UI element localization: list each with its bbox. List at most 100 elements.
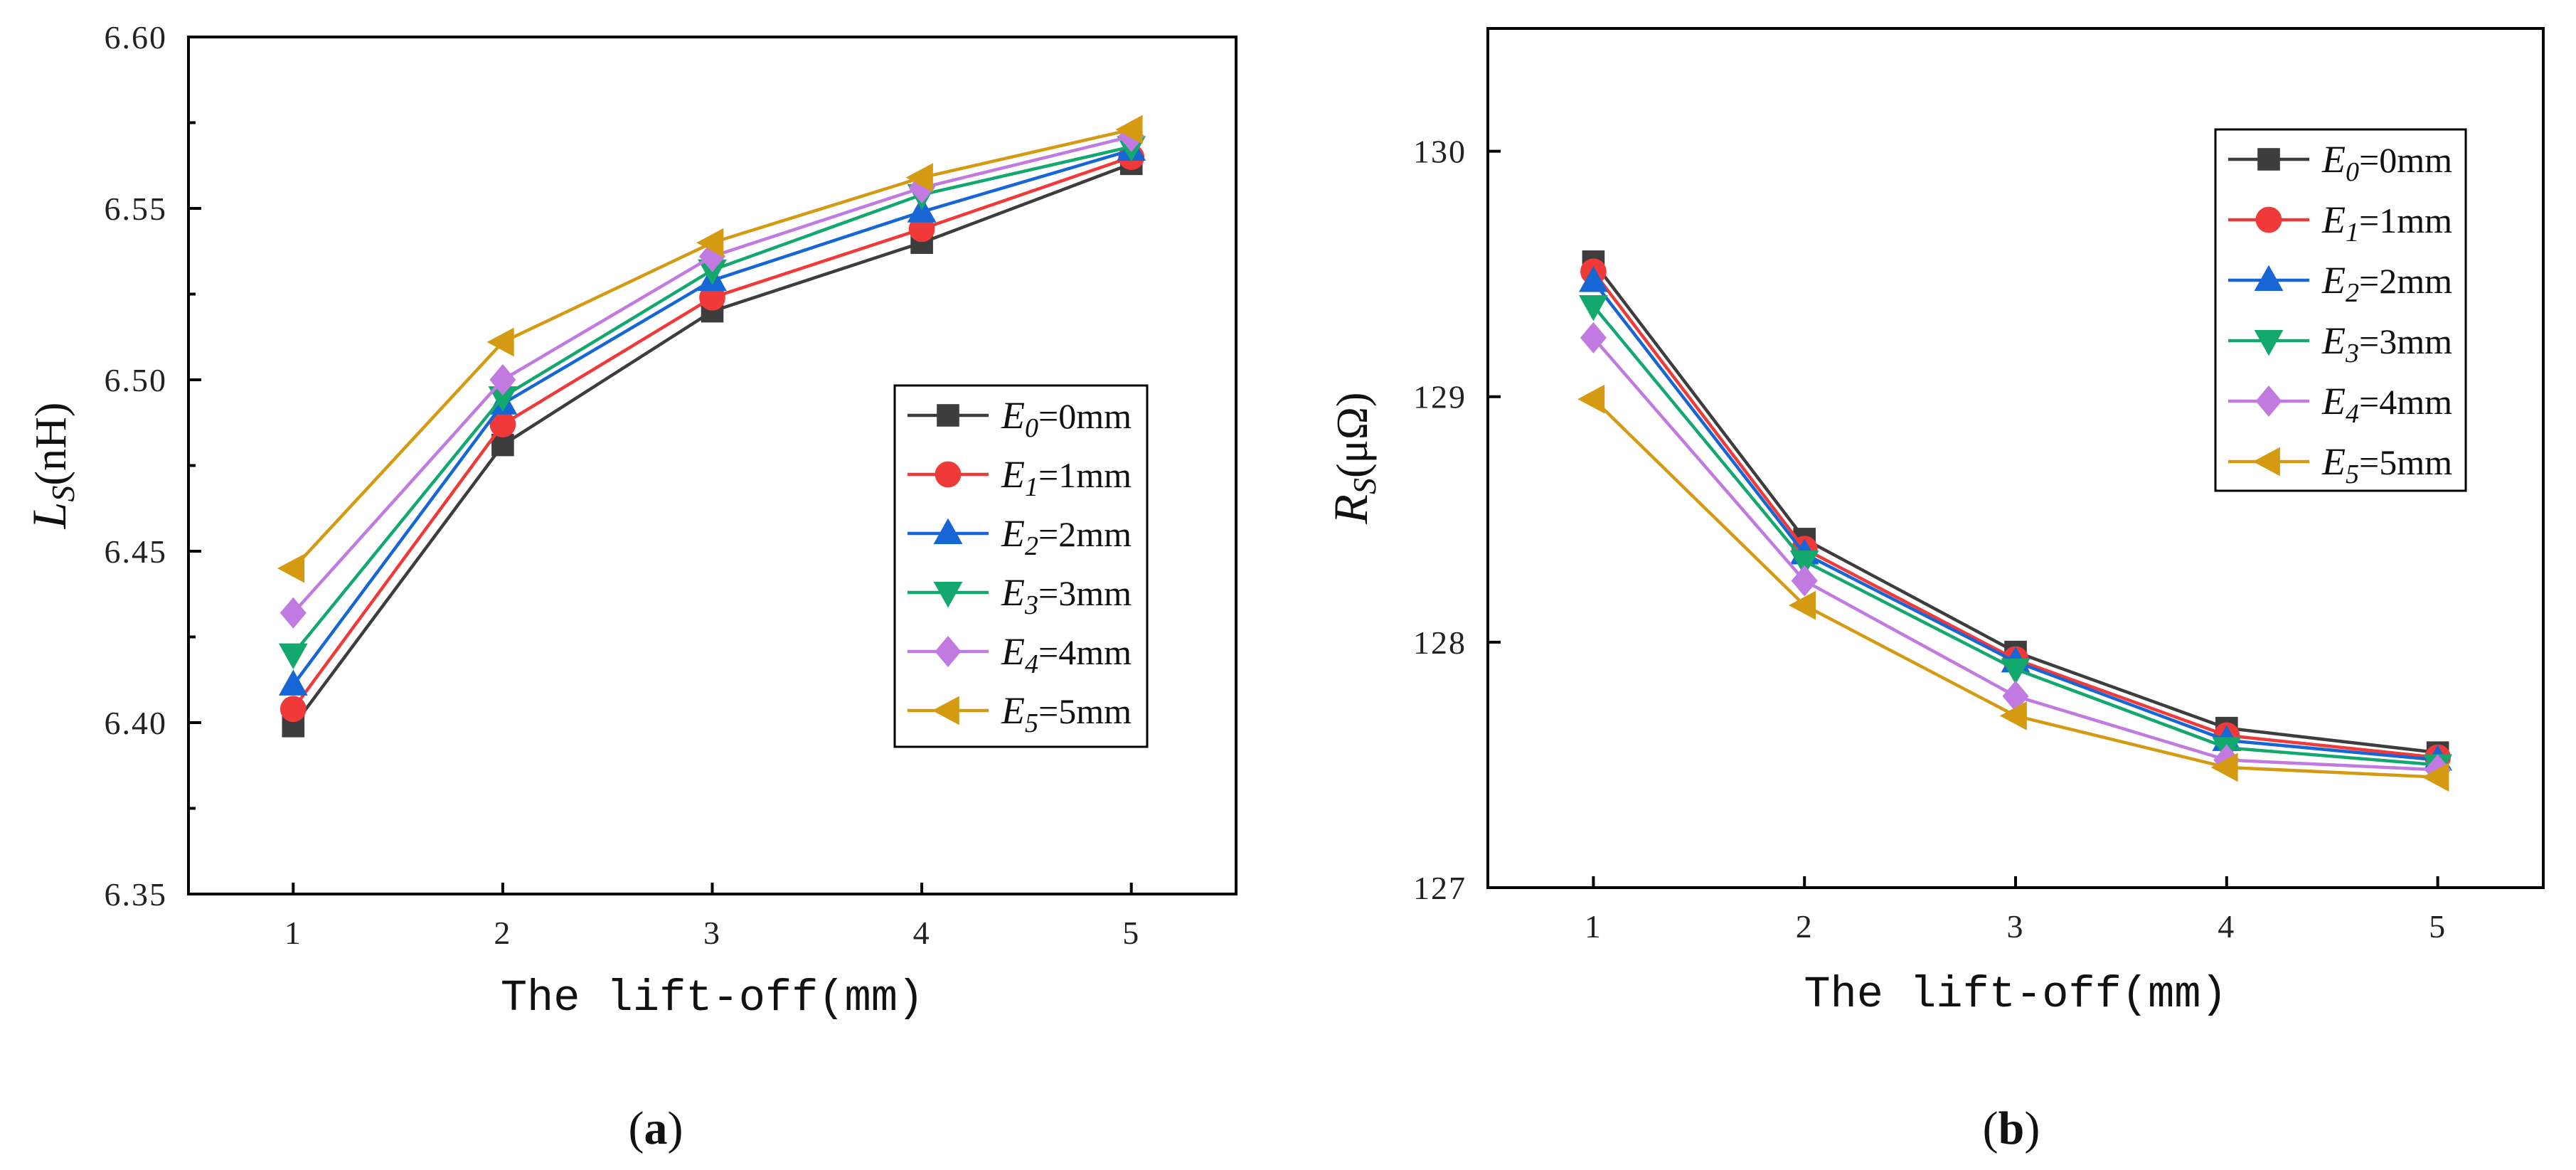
x-axis-title: The lift-off(mm) (1804, 969, 2227, 1020)
legend-item: E2=2mm (2228, 259, 2452, 308)
x-tick-label: 5 (2429, 908, 2447, 945)
data-point (1999, 701, 2027, 730)
y-tick-label: 6.60 (105, 19, 168, 55)
legend-item: E2=2mm (908, 512, 1132, 561)
x-tick-label: 5 (1122, 915, 1140, 951)
legend-marker (932, 696, 959, 725)
y-axis-title-unit: (μΩ) (1329, 392, 1377, 478)
legend-item: E5=5mm (908, 689, 1132, 738)
y-tick-label: 6.35 (105, 876, 168, 913)
y-axis-title-sub: S (45, 486, 81, 502)
y-axis-title-main: R (1324, 494, 1378, 525)
y-axis-title: RS(μΩ) (1324, 392, 1383, 524)
x-tick-label: 4 (2218, 908, 2235, 945)
x-tick-label: 2 (1796, 908, 1814, 945)
x-tick-label: 2 (494, 915, 511, 951)
legend-label: E4=4mm (1001, 630, 1132, 679)
legend-label: E4=4mm (2321, 380, 2452, 429)
data-point (1789, 551, 1819, 577)
data-point (280, 696, 307, 723)
legend-label: E5=5mm (2321, 440, 2452, 489)
legend-item: E0=0mm (908, 394, 1132, 443)
y-tick-label: 6.55 (105, 191, 168, 227)
legend-marker (933, 518, 963, 544)
legend-item: E0=0mm (2228, 138, 2452, 187)
legend-item: E3=3mm (908, 571, 1132, 620)
legend-marker (2255, 385, 2282, 418)
legend-label: E2=2mm (1001, 512, 1132, 561)
data-point (1577, 384, 1605, 414)
y-axis-title-unit: (nH) (27, 403, 75, 486)
x-axis: 1 2 3 4 5 (1585, 876, 2447, 945)
data-point (2422, 762, 2449, 792)
series-1 (280, 144, 1145, 723)
y-tick-label: 130 (1413, 134, 1467, 170)
y-tick-label: 128 (1413, 624, 1467, 661)
legend-box (893, 384, 1149, 748)
legend-item: E4=4mm (2228, 380, 2452, 429)
y-tick-label: 6.45 (105, 533, 168, 570)
legend: E0=0mm E1=1mm E2=2mm E3=3mm E4=4mm E5=5mm (893, 384, 1149, 748)
legend-item: E5=5mm (2228, 440, 2452, 489)
data-point (280, 597, 307, 629)
legend-label: E0=0mm (2321, 138, 2452, 187)
data-point (277, 553, 305, 583)
y-axis-title-sub: S (1346, 478, 1383, 494)
data-point (1791, 565, 1818, 597)
data-point (1580, 321, 1607, 353)
legend: E0=0mm E1=1mm E2=2mm E3=3mm E4=4mm E5=5mm (2214, 128, 2467, 492)
x-axis: 1 2 3 4 5 (284, 883, 1140, 951)
x-tick-label: 1 (1585, 908, 1602, 945)
data-point (1578, 295, 1608, 321)
series-4 (1580, 321, 2452, 786)
y-tick-label: 127 (1413, 870, 1467, 906)
y-tick-label: 6.50 (105, 362, 168, 398)
series-5 (1577, 384, 2449, 792)
data-point (278, 669, 308, 696)
chart-panel-b: 1 2 3 4 5 127 128 129 130 The lift-off(mm) RS(μΩ) E… (1324, 27, 2545, 1154)
legend-label: E1=1mm (2321, 198, 2452, 248)
legend-marker (937, 404, 959, 427)
legend-item: E1=1mm (908, 453, 1132, 502)
legend-item: E4=4mm (908, 630, 1132, 679)
y-tick-label: 6.40 (105, 705, 168, 741)
y-axis: 6.35 6.40 6.45 6.50 6.55 6.60 (105, 19, 201, 913)
legend-marker (2255, 206, 2282, 233)
legend-marker (2254, 330, 2284, 356)
legend-box (2214, 128, 2467, 492)
data-point (489, 363, 516, 396)
legend-marker (933, 582, 963, 608)
legend-item: E1=1mm (2228, 198, 2452, 248)
legend-marker (2257, 148, 2280, 171)
series-5 (277, 115, 1143, 583)
legend-label: E3=3mm (2321, 319, 2452, 368)
legend-label: E3=3mm (1001, 571, 1132, 620)
data-point (1115, 115, 1143, 144)
y-axis: 127 128 129 130 (1413, 134, 1501, 906)
x-axis-title: The lift-off(mm) (501, 973, 924, 1023)
x-tick-label: 3 (703, 915, 721, 951)
legend-marker (2252, 447, 2280, 477)
legend-label: E5=5mm (1001, 689, 1132, 738)
data-point (2210, 752, 2238, 782)
legend-item: E3=3mm (2228, 319, 2452, 368)
data-point (2001, 658, 2031, 685)
legend-marker (935, 461, 962, 488)
x-tick-label: 3 (2007, 908, 2025, 945)
legend-label: E2=2mm (2321, 259, 2452, 308)
legend-label: E1=1mm (1001, 453, 1132, 502)
x-tick-label: 1 (284, 915, 302, 951)
data-point (905, 163, 933, 193)
data-point (278, 643, 308, 670)
data-point (1788, 590, 1816, 620)
panel-label: (a) (629, 1102, 683, 1154)
data-point (486, 327, 514, 357)
y-axis-title-main: L (22, 502, 76, 530)
panel-label: (b) (1983, 1102, 2040, 1154)
legend-label: E0=0mm (1001, 394, 1132, 443)
y-axis-title: LS(nH) (22, 403, 81, 530)
chart-panel-a: 1 2 3 4 5 6.35 6.40 6.45 6.50 6.55 6.60 The lift-of… (22, 19, 1238, 1154)
legend-marker (2254, 265, 2284, 291)
y-tick-label: 129 (1413, 379, 1467, 415)
